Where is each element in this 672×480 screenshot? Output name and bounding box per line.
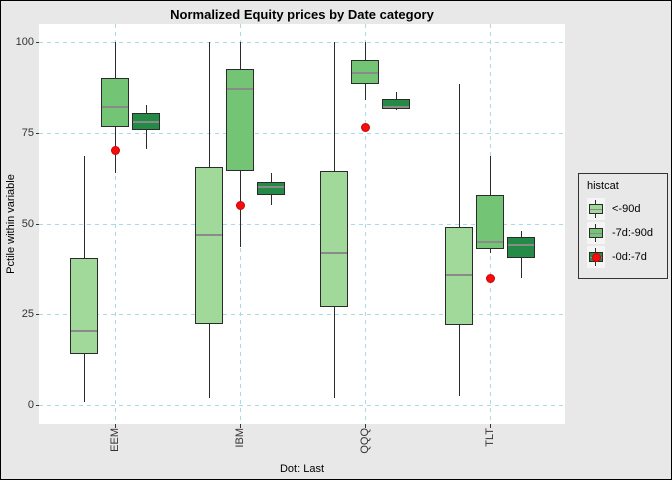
lower-whisker: [333, 307, 335, 399]
upper-whisker: [239, 42, 241, 70]
x-tick-mark: [365, 424, 366, 428]
upper-whisker: [333, 42, 335, 171]
lower-whisker: [83, 354, 85, 402]
gridline-horizontal: [39, 132, 565, 134]
box-IBM-<-90d: [195, 167, 223, 324]
upper-whisker: [364, 42, 366, 61]
gridline-vertical: [240, 24, 241, 424]
median-line: [196, 233, 222, 236]
box-EEM-<-90d: [70, 258, 98, 355]
y-tick-mark: [36, 314, 39, 316]
lower-whisker: [145, 129, 147, 150]
lower-whisker: [364, 83, 366, 101]
legend-label: -7d:-90d: [612, 227, 653, 239]
median-line-icon: [590, 208, 602, 210]
box-TLT--7d:-90d: [476, 194, 504, 250]
median-line: [321, 251, 347, 254]
x-tick-label-TLT: TLT: [484, 428, 496, 447]
lower-whisker: [208, 323, 210, 399]
x-tick-label-EEM: EEM: [109, 428, 121, 452]
y-tick-label: 0: [27, 399, 34, 412]
upper-whisker: [458, 83, 460, 228]
x-tick-label-IBM: IBM: [234, 428, 246, 448]
box-icon: [589, 228, 603, 238]
median-line: [477, 240, 503, 243]
legend-label: -0d:-7d: [612, 251, 647, 263]
box-QQQ--0d:-7d: [382, 98, 410, 109]
y-tick-label: 25: [21, 308, 34, 321]
box-icon: [589, 204, 603, 214]
y-tick-mark: [36, 132, 39, 134]
median-line: [102, 106, 128, 109]
median-line: [383, 105, 409, 108]
lower-whisker: [489, 249, 491, 253]
median-line: [352, 71, 378, 74]
y-tick-mark: [36, 42, 39, 43]
box-TLT--0d:-7d: [507, 237, 535, 259]
median-line: [258, 186, 284, 189]
legend-entry: <-90d: [587, 198, 667, 220]
median-line: [508, 244, 534, 247]
legend-entry: -7d:-90d: [587, 222, 667, 244]
legend: histcat <-90d -7d:-90d: [578, 173, 668, 279]
upper-whisker: [208, 42, 210, 168]
last-dot-EEM: [110, 146, 120, 156]
upper-whisker: [489, 156, 491, 195]
last-dot-TLT: [485, 273, 495, 283]
upper-whisker: [520, 230, 522, 238]
x-tick-mark: [115, 424, 116, 428]
gridline-vertical: [115, 24, 116, 424]
legend-key-boxplot-icon: [587, 246, 605, 268]
lower-whisker: [270, 194, 272, 206]
median-line: [133, 120, 159, 123]
last-dot-QQQ: [360, 122, 370, 132]
last-dot-icon: [591, 252, 601, 262]
box-QQQ-<-90d: [320, 170, 348, 308]
x-tick-mark: [490, 424, 491, 428]
x-tick-mark: [240, 424, 241, 428]
gridline-horizontal: [39, 42, 565, 43]
box-TLT-<-90d: [445, 227, 473, 326]
last-dot-IBM: [235, 200, 245, 210]
lower-whisker: [395, 108, 397, 110]
caption: Dot: Last: [279, 463, 325, 475]
median-line: [71, 329, 97, 332]
legend-label: <-90d: [612, 203, 641, 215]
legend-title: histcat: [587, 180, 619, 192]
plot-panel: [39, 24, 565, 424]
box-IBM--7d:-90d: [226, 69, 254, 171]
y-tick-mark: [36, 405, 39, 407]
y-tick-mark: [36, 223, 39, 225]
gridline-horizontal: [39, 314, 565, 316]
gridline-horizontal: [39, 405, 565, 407]
upper-whisker: [395, 92, 397, 99]
median-line: [227, 88, 253, 91]
y-tick-label: 100: [15, 36, 34, 48]
box-EEM--7d:-90d: [101, 78, 129, 128]
upper-whisker: [114, 42, 116, 79]
legend-key-boxplot-icon: [587, 198, 605, 220]
upper-whisker: [270, 172, 272, 182]
y-tick-label: 75: [21, 126, 34, 139]
upper-whisker: [145, 104, 147, 113]
gridline-vertical: [365, 24, 366, 424]
y-tick-label: 50: [21, 217, 34, 230]
legend-key-boxplot-icon: [587, 222, 605, 244]
lower-whisker: [458, 325, 460, 397]
upper-whisker: [83, 156, 85, 259]
legend-entry: -0d:-7d: [587, 246, 667, 268]
lower-whisker: [520, 258, 522, 279]
chart-title: Normalized Equity prices by Date categor…: [170, 7, 434, 22]
median-line-icon: [590, 232, 602, 234]
median-line: [446, 273, 472, 276]
x-tick-label-QQQ: QQQ: [359, 428, 371, 454]
gridline-horizontal: [39, 223, 565, 225]
